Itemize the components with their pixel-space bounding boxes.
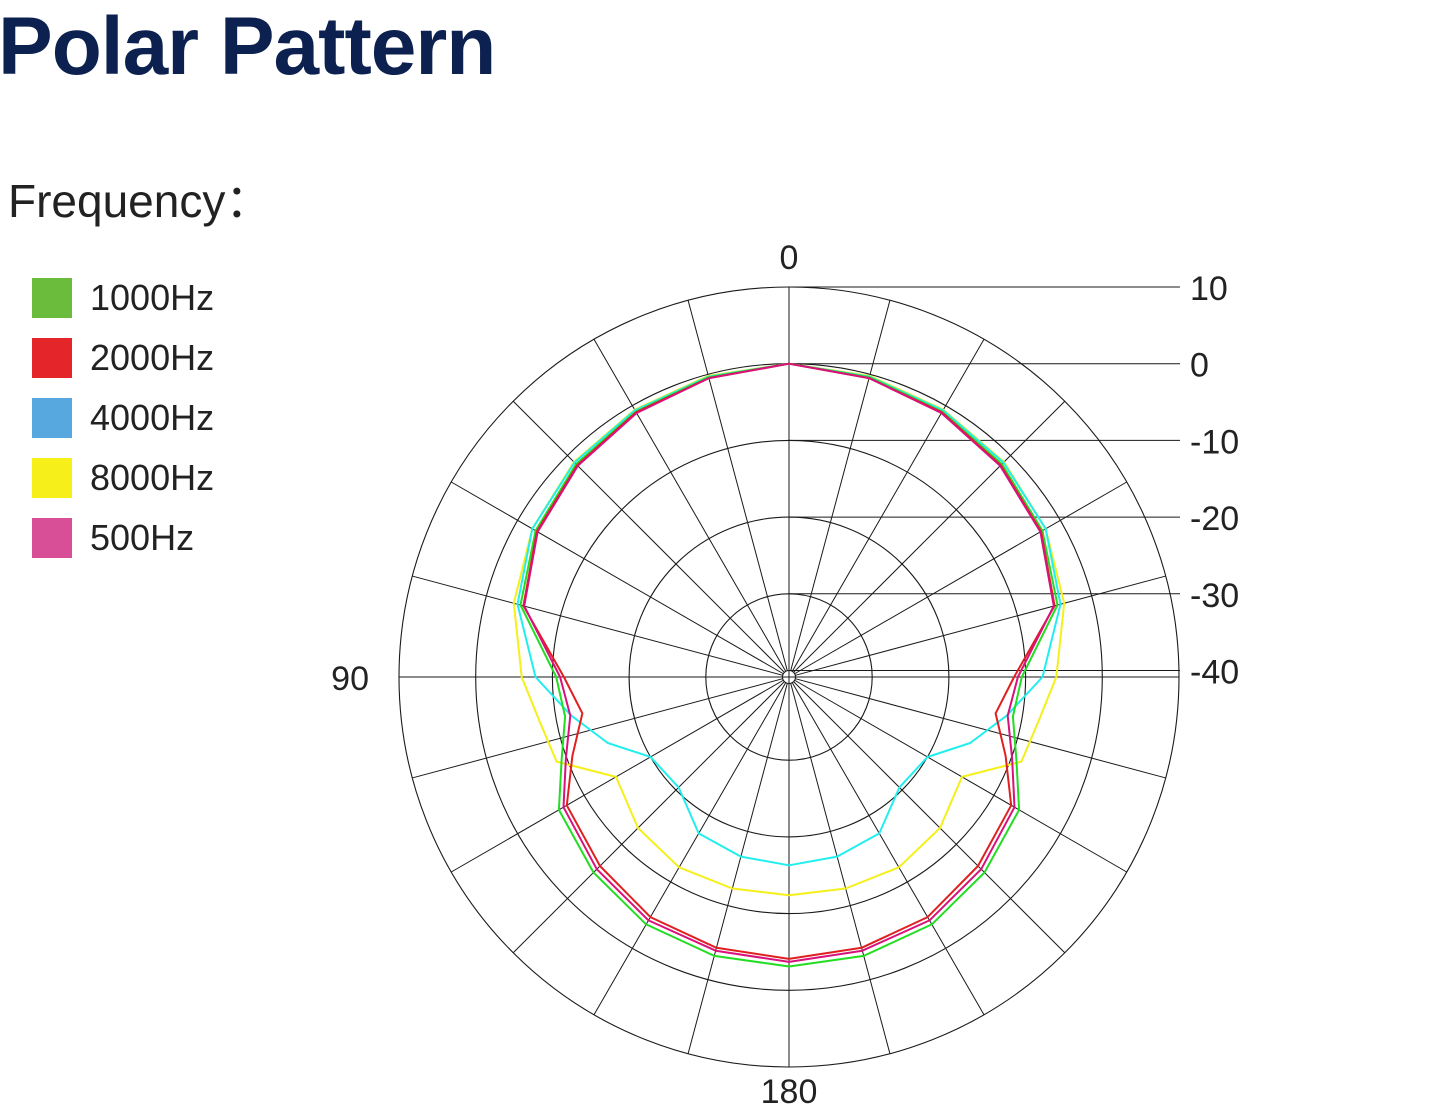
- radial-tick-label: -10: [1190, 423, 1239, 461]
- series-curve-1000hz: [519, 362, 1059, 968]
- angle-label: 90: [331, 660, 369, 698]
- grid-spoke: [451, 679, 784, 873]
- radial-tick-label: -20: [1190, 500, 1239, 538]
- grid-spoke: [593, 682, 787, 1015]
- legend-label: 2000Hz: [90, 337, 215, 378]
- angle-label: 180: [761, 1073, 818, 1111]
- legend-item-8000hz: 8000Hz: [32, 448, 214, 508]
- legend-swatch: [32, 398, 72, 438]
- legend-item-500hz: 500Hz: [32, 508, 214, 568]
- grid-spoke: [593, 339, 787, 672]
- grid-spoke: [793, 681, 1066, 954]
- radial-tick-label: 10: [1190, 270, 1228, 308]
- legend-swatch: [32, 278, 72, 318]
- grid-spoke: [687, 683, 788, 1054]
- grid-spoke: [412, 678, 783, 779]
- grid-spoke: [790, 300, 891, 671]
- grid-spoke: [412, 575, 783, 676]
- grid-spoke: [793, 400, 1066, 673]
- angle-label: 0: [780, 239, 799, 277]
- series-curve-4000hz: [516, 362, 1062, 867]
- grid-spoke: [795, 678, 1166, 779]
- legend-swatch: [32, 458, 72, 498]
- grid-spoke: [794, 481, 1127, 675]
- legend-label: 8000Hz: [90, 457, 215, 498]
- radial-tick-label: 0: [1190, 347, 1209, 385]
- legend-item-2000hz: 2000Hz: [32, 328, 214, 388]
- grid-spoke: [512, 681, 785, 954]
- grid-spoke: [451, 481, 784, 675]
- legend-item-1000hz: 1000Hz: [32, 268, 214, 328]
- grid-spoke: [795, 575, 1166, 676]
- legend-heading: Frequency：: [8, 175, 272, 227]
- legend-swatch: [32, 518, 72, 558]
- series-curve-500hz: [523, 362, 1055, 963]
- legend-label: 1000Hz: [90, 277, 215, 318]
- grid-spoke: [791, 339, 985, 672]
- series-layer: [512, 362, 1066, 968]
- grid-spoke: [512, 400, 785, 673]
- series-curve-8000hz: [512, 362, 1066, 897]
- grid-spoke: [790, 683, 891, 1054]
- page-title: Polar Pattern: [0, 1, 496, 92]
- grid-spoke: [791, 682, 985, 1015]
- polar-grid: [398, 286, 1180, 1068]
- legend: 1000Hz 2000Hz 4000Hz 8000Hz 500Hz: [32, 268, 214, 568]
- legend-swatch: [32, 338, 72, 378]
- axis-labels: 10 0 -10 -20 -30 -40 0 90 180: [331, 239, 1239, 1111]
- radial-tick-label: -30: [1190, 577, 1239, 615]
- legend-label: 4000Hz: [90, 397, 215, 438]
- legend-label: 500Hz: [90, 517, 195, 558]
- legend-item-4000hz: 4000Hz: [32, 388, 214, 448]
- grid-spoke: [794, 679, 1127, 873]
- grid-spoke: [687, 300, 788, 671]
- radial-tick-label: -40: [1190, 654, 1239, 692]
